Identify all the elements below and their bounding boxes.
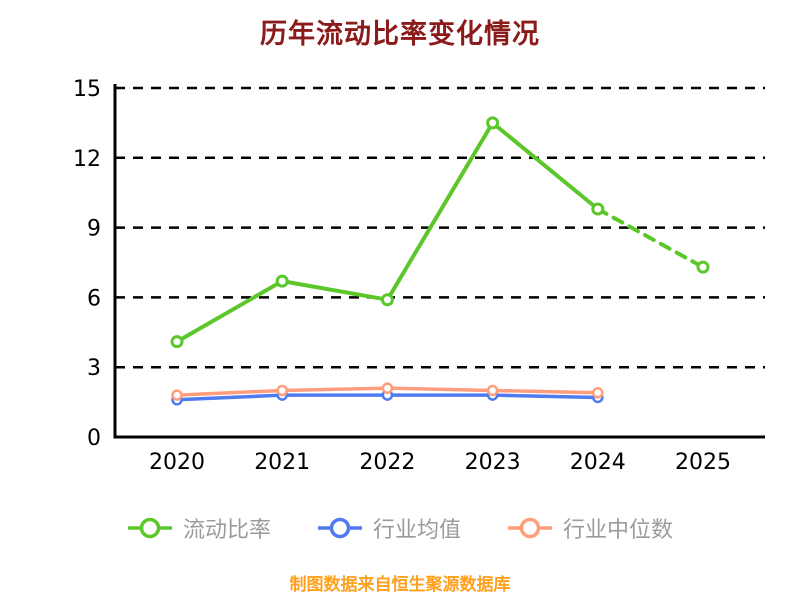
y-tick-label: 9 — [87, 217, 101, 242]
chart-legend: 流动比率 行业均值 行业中位数 — [0, 512, 800, 544]
current-ratio-line-segment — [280, 279, 390, 302]
industry-average-legend-icon — [317, 517, 362, 539]
x-tick-label: 2025 — [675, 450, 731, 475]
legend-label-industry-median: 行业中位数 — [563, 518, 674, 543]
current-ratio-data-point-marker — [486, 116, 500, 130]
industry-average-line-segment — [175, 393, 284, 402]
legend-item-current-ratio[interactable]: 流动比率 — [127, 512, 271, 544]
y-tick-label: 6 — [87, 286, 101, 311]
industry-median-data-point-marker — [171, 389, 183, 401]
y-tick-label: 15 — [73, 77, 101, 102]
legend-marker-circle — [329, 517, 351, 539]
legend-marker-circle — [519, 517, 541, 539]
x-tick-label: 2024 — [570, 450, 626, 475]
industry-average-line-segment — [490, 393, 600, 400]
current-ratio-line-segment — [385, 120, 495, 302]
legend-marker-circle — [139, 517, 161, 539]
current-ratio-data-point-marker — [591, 202, 605, 216]
current-ratio-data-point-marker — [275, 274, 289, 288]
industry-median-line-segment — [385, 386, 495, 393]
y-tick-label: 3 — [87, 356, 101, 381]
industry-median-line-segment — [175, 388, 284, 397]
legend-label-current-ratio: 流动比率 — [182, 518, 271, 543]
current-ratio-data-point-marker — [380, 293, 394, 307]
current-ratio-data-point-marker — [696, 260, 710, 274]
x-tick-label: 2021 — [254, 450, 310, 475]
current-ratio-line-segment — [595, 206, 705, 270]
x-tick-label: 2020 — [149, 450, 205, 475]
line-chart-canvas: 0 3 6 9 12 15 2020 2021 2022 2023 2024 2025 — [73, 77, 765, 475]
industry-median-data-point-marker — [381, 382, 394, 394]
x-tick-label: 2022 — [359, 450, 415, 475]
current-ratio-data-point-marker — [170, 335, 184, 349]
legend-item-industry-average[interactable]: 行业均值 — [317, 512, 461, 544]
current-ratio-line-segment — [175, 279, 285, 344]
chart-title: 历年流动比率变化情况 — [260, 19, 540, 50]
current-ratio-legend-icon — [127, 517, 172, 539]
current-ratio-line-segment — [490, 120, 600, 211]
y-tick-label: 12 — [73, 147, 101, 172]
industry-median-data-point-marker — [592, 387, 604, 399]
industry-median-legend-icon — [508, 517, 552, 539]
data-source-note: 制图数据来自恒生聚源数据库 — [289, 575, 511, 595]
y-tick-label: 0 — [87, 426, 101, 451]
industry-median-line-segment — [280, 386, 390, 393]
industry-median-data-point-marker — [276, 384, 288, 397]
legend-label-industry-average: 行业均值 — [372, 518, 461, 543]
legend-item-industry-median[interactable]: 行业中位数 — [507, 512, 673, 544]
x-tick-label: 2023 — [465, 450, 521, 475]
industry-median-data-point-marker — [486, 384, 499, 397]
industry-median-line-segment — [490, 388, 600, 395]
